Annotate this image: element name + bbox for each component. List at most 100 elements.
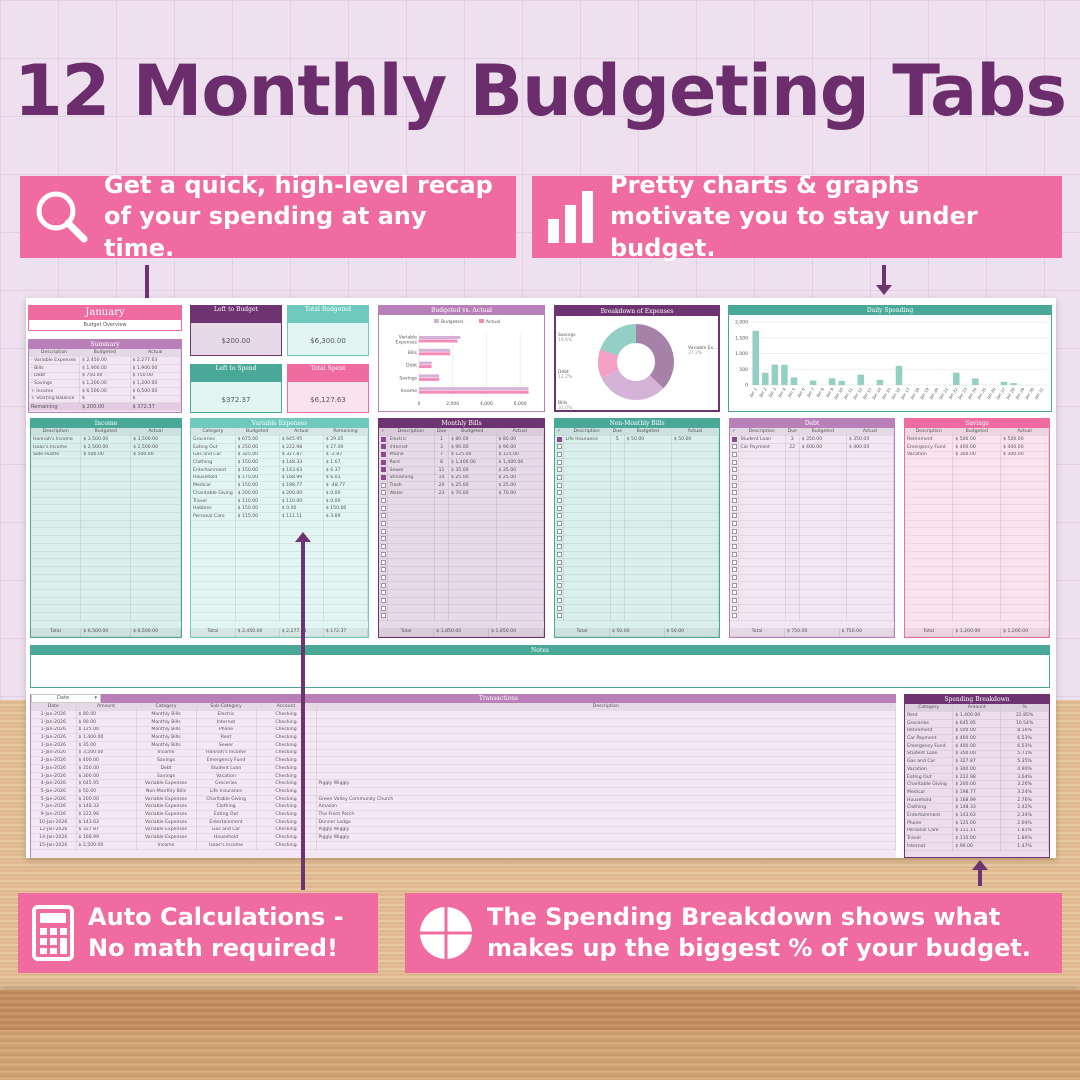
- cell[interactable]: Checking: [256, 718, 317, 727]
- cell[interactable]: $ 90.00: [496, 443, 544, 452]
- checkbox[interactable]: [732, 490, 737, 496]
- cell[interactable]: $ 6,500.00: [79, 387, 131, 396]
- cell[interactable]: 6.53%: [1000, 734, 1049, 743]
- cell[interactable]: Car Payment: [905, 734, 954, 743]
- table-row[interactable]: Medical $ 198.77 3.24%: [905, 788, 1049, 797]
- table-row[interactable]: [555, 458, 719, 467]
- cell[interactable]: Water: [387, 489, 435, 498]
- table-row[interactable]: Student Loan $ 350.00 5.71%: [905, 750, 1049, 759]
- cell[interactable]: 9-Jan-2026: [31, 810, 77, 819]
- table-row[interactable]: [905, 512, 1049, 521]
- checkbox[interactable]: [557, 467, 562, 473]
- table-row[interactable]: [31, 597, 181, 606]
- cell[interactable]: Eating Out: [196, 810, 257, 819]
- table-row[interactable]: [379, 612, 544, 621]
- table-row[interactable]: [555, 597, 719, 606]
- cell[interactable]: [379, 489, 388, 498]
- cell[interactable]: $ 6.01: [323, 474, 368, 483]
- cell[interactable]: Monthly Bills: [136, 710, 197, 719]
- cell[interactable]: $ 0.00: [323, 489, 368, 498]
- cell[interactable]: Checking: [256, 795, 317, 804]
- cell[interactable]: 1.47%: [1000, 842, 1049, 851]
- cell[interactable]: Checking: [256, 841, 317, 850]
- checkbox[interactable]: [732, 482, 737, 488]
- table-row[interactable]: [191, 543, 368, 552]
- table-row[interactable]: [555, 466, 719, 475]
- table-row[interactable]: Retirement $ 500.00 8.16%: [905, 727, 1049, 736]
- checkbox[interactable]: [557, 536, 562, 542]
- cell[interactable]: Hobbies: [191, 504, 236, 514]
- cell[interactable]: 10.54%: [1000, 719, 1049, 728]
- table-row[interactable]: [730, 612, 894, 621]
- cell[interactable]: Checking: [256, 741, 317, 750]
- cell[interactable]: $ 400.00: [846, 443, 894, 452]
- table-row[interactable]: [730, 474, 894, 483]
- cell[interactable]: Variable Expenses: [136, 833, 197, 842]
- checkbox[interactable]: [381, 544, 386, 550]
- table-row[interactable]: [905, 604, 1049, 613]
- cell[interactable]: Emergency Fund: [905, 742, 954, 751]
- cell[interactable]: Life Insurance: [196, 787, 257, 796]
- cell[interactable]: Amazon: [316, 802, 896, 812]
- cell[interactable]: $ 125.00: [448, 451, 497, 460]
- cell[interactable]: $ 70.00: [448, 489, 497, 498]
- table-row[interactable]: [379, 504, 544, 514]
- table-row[interactable]: [191, 551, 368, 560]
- checkbox[interactable]: [732, 590, 737, 596]
- table-row[interactable]: Water 23 $ 70.00 $ 70.00: [379, 489, 544, 498]
- cell[interactable]: Rent: [196, 733, 257, 742]
- cell[interactable]: 2.04%: [1000, 819, 1049, 828]
- cell[interactable]: $ 110.00: [279, 497, 324, 506]
- cell[interactable]: 3-Jan-2026: [31, 772, 77, 781]
- cell[interactable]: - Debt: [29, 372, 80, 381]
- cell[interactable]: 2.42%: [1000, 803, 1049, 813]
- cell[interactable]: Electric: [387, 435, 435, 444]
- cell[interactable]: $ 148.33: [76, 802, 137, 812]
- cell[interactable]: - Bills: [29, 364, 80, 373]
- cell[interactable]: 1-Jan-2026: [31, 726, 77, 735]
- checkbox[interactable]: [381, 590, 386, 596]
- cell[interactable]: 1-Jan-2026: [31, 733, 77, 742]
- cell[interactable]: 5.71%: [1000, 750, 1049, 759]
- cell[interactable]: Variable Expenses: [136, 818, 197, 827]
- cell[interactable]: $ 175.00: [235, 474, 280, 483]
- table-row[interactable]: Vacation $ 300.00 $ 300.00: [905, 451, 1049, 460]
- checkbox[interactable]: [557, 521, 562, 527]
- table-row[interactable]: [31, 566, 181, 575]
- checkbox[interactable]: [381, 459, 386, 465]
- cell[interactable]: Household: [191, 474, 236, 483]
- cell[interactable]: [316, 733, 896, 742]
- table-row[interactable]: [31, 481, 181, 490]
- table-row[interactable]: [555, 489, 719, 498]
- checkbox[interactable]: [381, 490, 386, 496]
- table-row[interactable]: Travel $ 110.00 $ 110.00 $ 0.00: [191, 497, 368, 506]
- cell[interactable]: $ 645.95: [76, 779, 137, 789]
- table-row[interactable]: [905, 489, 1049, 498]
- cell[interactable]: $ 325.00: [235, 451, 280, 460]
- cell[interactable]: [379, 458, 388, 467]
- table-row[interactable]: [730, 543, 894, 552]
- cell[interactable]: 22.85%: [1000, 711, 1049, 720]
- cell[interactable]: Medical: [905, 788, 954, 797]
- cell[interactable]: $ 125.00: [952, 819, 1002, 828]
- cell[interactable]: [316, 756, 896, 765]
- cell[interactable]: Medical: [191, 481, 236, 490]
- table-row[interactable]: [555, 451, 719, 460]
- table-row[interactable]: Travel $ 110.00 1.80%: [905, 834, 1049, 843]
- table-row[interactable]: [379, 535, 544, 544]
- table-row[interactable]: Groceries $ 675.00 $ 645.95 $ 29.05: [191, 435, 368, 444]
- table-row[interactable]: Emergency Fund $ 400.00 $ 400.00: [905, 443, 1049, 452]
- table-row[interactable]: 15-Jan-2026 $ 2,500.00 Income Isaac's Incom…: [31, 841, 896, 850]
- table-row[interactable]: [31, 604, 181, 613]
- cell[interactable]: Eating Out: [905, 773, 954, 782]
- cell[interactable]: $ 25.00: [496, 474, 544, 483]
- cell[interactable]: $ -2.87: [323, 451, 368, 460]
- cell[interactable]: Vacation: [905, 765, 954, 774]
- cell[interactable]: 4.90%: [1000, 765, 1049, 774]
- checkbox[interactable]: [381, 482, 386, 488]
- table-row[interactable]: [730, 497, 894, 506]
- cell[interactable]: Gas and Car: [905, 757, 954, 766]
- cell[interactable]: $ 500.00: [952, 727, 1002, 736]
- checkbox[interactable]: [557, 605, 562, 611]
- table-row[interactable]: Charitable Giving $ 200.00 3.26%: [905, 780, 1049, 790]
